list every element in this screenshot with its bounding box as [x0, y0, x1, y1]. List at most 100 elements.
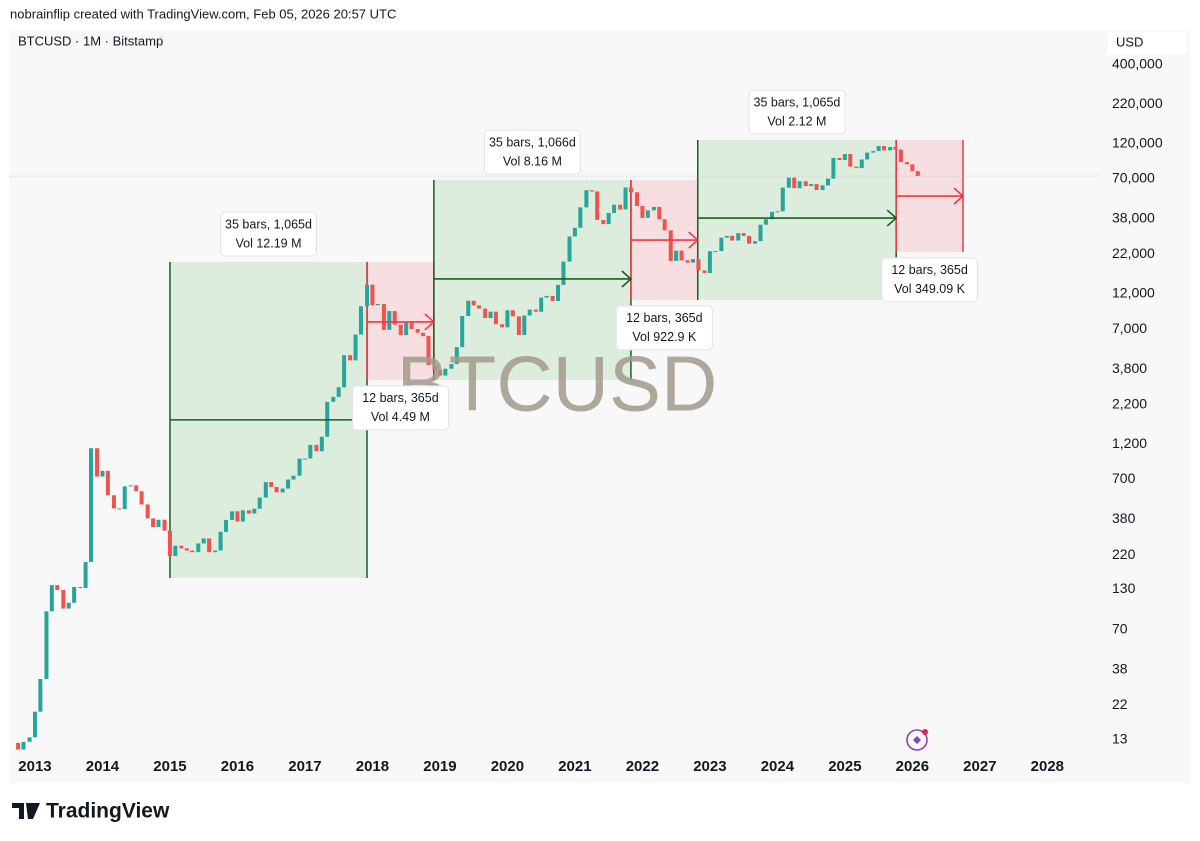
candle-body [882, 146, 887, 151]
candle-body [358, 306, 363, 335]
candle-body [240, 510, 245, 522]
candle-body [252, 508, 257, 514]
range-label-box [748, 89, 846, 135]
candle-body [336, 387, 341, 397]
candle-body [257, 497, 262, 509]
y-tick-label: 70 [1112, 621, 1128, 637]
candle-body [151, 518, 156, 528]
candle-body [421, 332, 426, 337]
x-tick-label: 2020 [491, 758, 524, 775]
candle-body [758, 224, 763, 242]
candle-body [668, 230, 673, 261]
candle-body [409, 322, 414, 329]
candle-body [302, 458, 307, 460]
candle-body [635, 192, 640, 206]
candle-body [595, 191, 600, 220]
candle-body [724, 235, 729, 238]
y-tick-label: 12,000 [1112, 285, 1155, 301]
candle-body [730, 235, 735, 241]
candle-body [392, 311, 397, 325]
range-label-box [483, 129, 581, 175]
candle-body [871, 151, 876, 153]
candle-body [173, 545, 178, 556]
range-arrowhead [886, 209, 898, 227]
candle-body [769, 211, 774, 220]
x-tick-label: 2015 [153, 758, 186, 775]
range-volume: Vol 8.16 M [503, 154, 562, 168]
x-tick-label: 2016 [221, 758, 254, 775]
candle-body [66, 602, 71, 609]
candle-body [848, 153, 853, 167]
y-tick-label: 7,000 [1112, 320, 1147, 336]
candle-body [662, 219, 667, 231]
x-tick-label: 2022 [626, 758, 659, 775]
candle-body [612, 204, 617, 213]
candle-body [623, 187, 628, 210]
candle-body [61, 589, 66, 609]
y-tick-label: 220 [1112, 546, 1136, 562]
candle-body [449, 364, 454, 369]
candle-body [117, 508, 122, 510]
candle-body [230, 511, 235, 520]
candle-body [426, 336, 431, 366]
candle-body [353, 334, 358, 361]
candle-body [679, 250, 684, 261]
candle-body [854, 166, 859, 169]
candle-body [500, 324, 505, 328]
x-tick-label: 2017 [288, 758, 321, 775]
candle-body [522, 315, 527, 335]
range-arrowhead [953, 187, 965, 205]
x-tick-label: 2014 [86, 758, 120, 775]
chart-panel [10, 30, 1190, 783]
candle-body [657, 206, 662, 220]
candle-body [702, 270, 707, 273]
candle-body [78, 586, 83, 588]
candle-body [483, 308, 488, 319]
candle-body [691, 259, 696, 263]
x-tick-label: 2023 [693, 758, 726, 775]
range-label-box [219, 211, 317, 257]
y-tick-label: 400,000 [1112, 56, 1163, 72]
candle-body [348, 355, 353, 361]
candle-body [713, 251, 718, 253]
range-volume: Vol 4.49 M [371, 410, 430, 424]
candle-body [213, 550, 218, 553]
candle-body [763, 219, 768, 225]
candle-body [893, 146, 898, 150]
candle-body [223, 519, 228, 532]
candle-body [72, 586, 77, 603]
candle-body [218, 531, 223, 551]
candle-body [606, 212, 611, 225]
candle-body [44, 611, 49, 679]
range-volume: Vol 922.9 K [632, 330, 697, 344]
candle-body [83, 561, 88, 588]
range-label: 35 bars, 1,065d [225, 217, 312, 231]
candle-body [375, 303, 380, 306]
candle-body [111, 495, 116, 509]
candle-body [865, 152, 870, 160]
candle-body [888, 146, 893, 151]
y-tick-label: 2,200 [1112, 395, 1147, 411]
candle-body [814, 184, 819, 190]
range-arrowhead [424, 313, 436, 331]
candle-body [196, 543, 201, 553]
candle-body [55, 585, 60, 590]
candle-body [780, 187, 785, 212]
candle-body [753, 241, 758, 244]
candle-body [460, 315, 465, 348]
candle-body [286, 479, 291, 489]
range-box [697, 140, 897, 300]
candle-body [516, 316, 521, 335]
candle-body [651, 206, 656, 211]
candle-body [527, 309, 532, 316]
candle-body [589, 190, 594, 192]
x-tick-label: 2019 [423, 758, 456, 775]
candle-body [904, 162, 909, 165]
x-tick-label: 2028 [1031, 758, 1064, 775]
candle-body [533, 309, 538, 312]
candle-body [477, 305, 482, 309]
y-tick-label: 130 [1112, 580, 1136, 596]
range-label: 12 bars, 365d [891, 263, 967, 277]
candle-body [578, 207, 583, 228]
y-tick-label: 13 [1112, 731, 1128, 747]
